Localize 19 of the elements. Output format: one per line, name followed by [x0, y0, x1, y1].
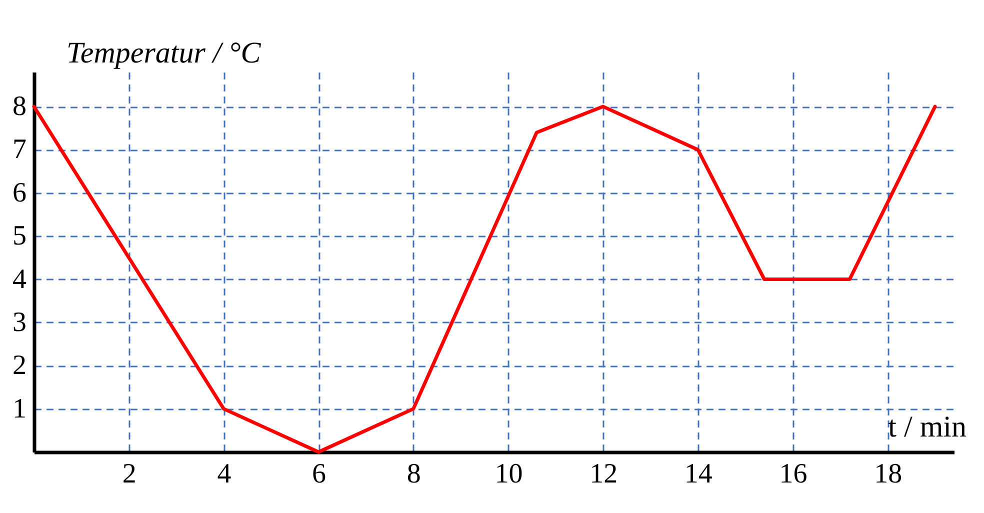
x-tick-label: 10 — [494, 458, 523, 490]
x-tick-label: 2 — [122, 458, 136, 490]
y-tick-label: 5 — [12, 220, 26, 252]
y-tick-label: 3 — [12, 306, 26, 338]
x-tick-label: 12 — [590, 458, 618, 490]
y-tick-label: 6 — [12, 177, 26, 208]
x-axis-title: t / min — [888, 410, 966, 444]
y-tick-label: 1 — [12, 393, 26, 424]
y-tick-label: 2 — [12, 350, 26, 382]
x-tick-label: 6 — [312, 458, 326, 490]
y-tick-label: 7 — [12, 134, 26, 166]
x-tick-label: 16 — [779, 458, 808, 490]
y-tick-label: 8 — [12, 91, 26, 122]
y-axis-title: Temperatur / °C — [66, 36, 262, 70]
x-tick-label: 8 — [406, 458, 421, 490]
y-tick-label: 4 — [12, 264, 26, 295]
x-tick-label: 14 — [684, 458, 712, 490]
x-tick-label: 4 — [217, 458, 232, 490]
x-tick-label: 18 — [874, 458, 902, 490]
